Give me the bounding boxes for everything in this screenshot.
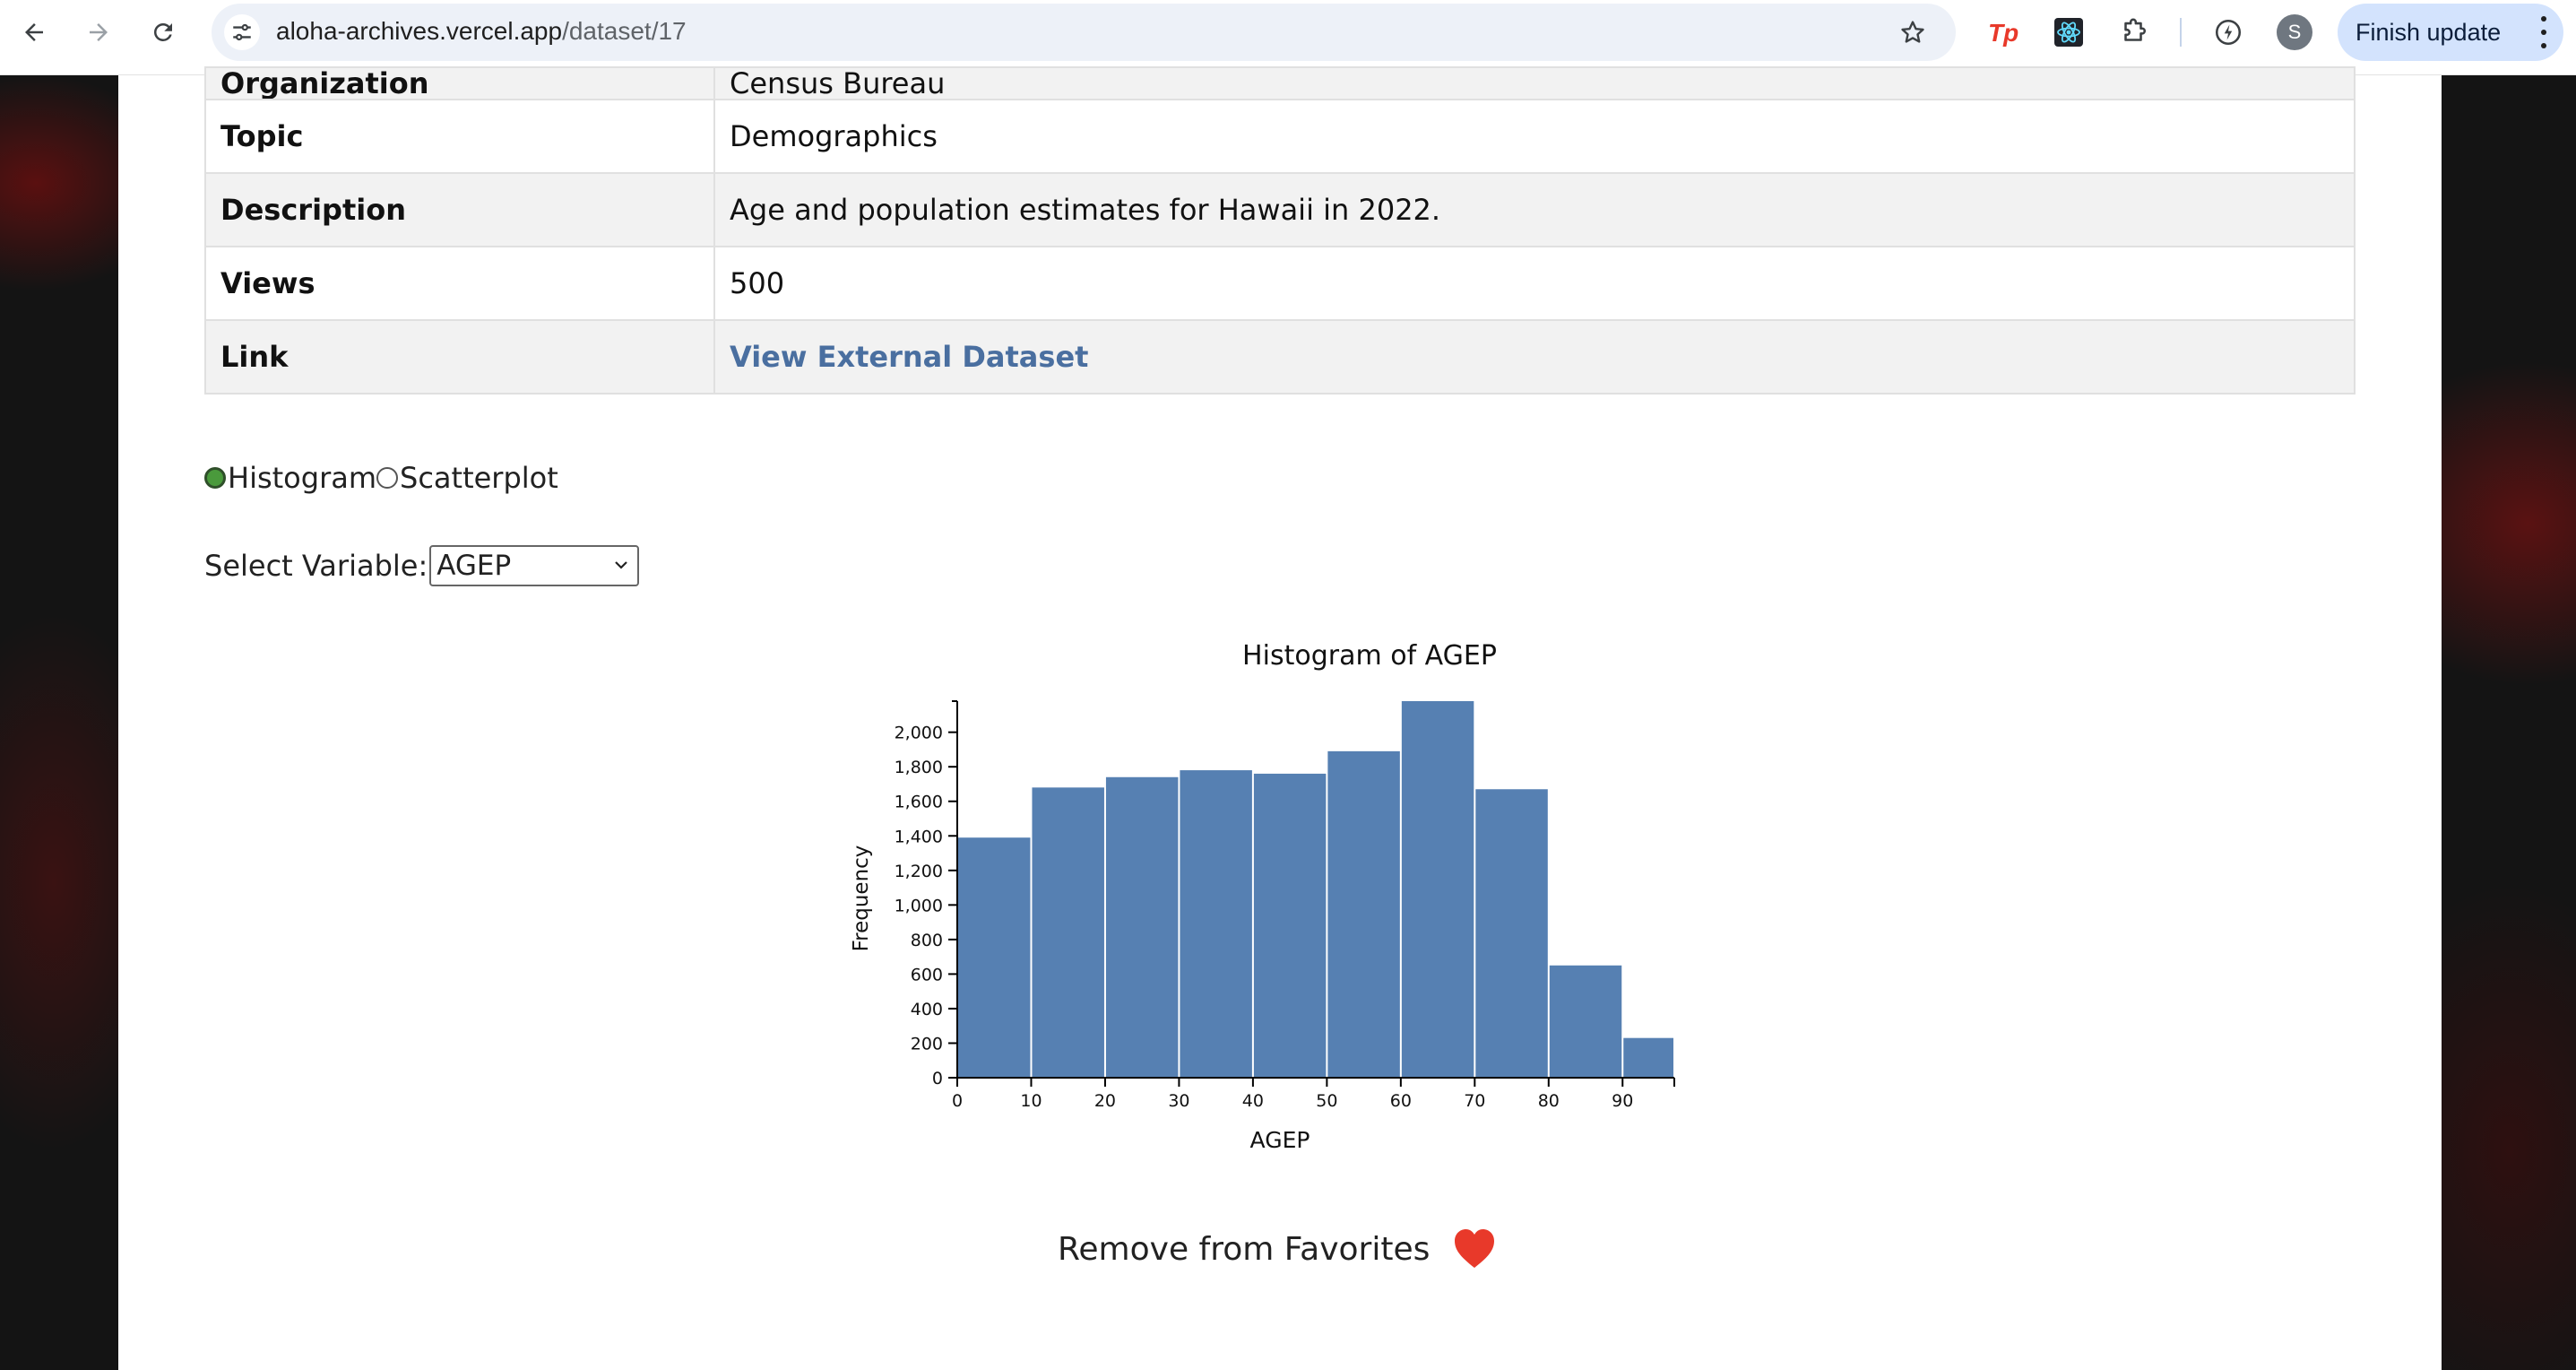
dataset-info-table: Organization Census Bureau Topic Demogra… [204,66,2356,395]
favorites-toggle[interactable]: Remove from Favorites [1058,1228,1496,1270]
bookmark-star-icon[interactable] [1895,14,1931,50]
table-row: Organization Census Bureau [204,66,2356,100]
histogram-bar [1327,750,1400,1078]
x-tick-label: 60 [1390,1091,1412,1111]
histogram-bar [958,837,1031,1078]
react-devtools-icon[interactable] [2049,13,2088,52]
row-key: Link [204,319,715,395]
x-tick-label: 40 [1242,1091,1264,1111]
address-bar[interactable]: aloha-archives.vercel.app/dataset/17 [212,4,1956,61]
external-dataset-link[interactable]: View External Dataset [730,340,1089,374]
y-tick-label: 1,200 [895,862,943,881]
y-tick-label: 2,000 [895,724,943,743]
histogram-bar [1032,787,1104,1078]
x-tick-label: 50 [1316,1091,1337,1111]
row-value: View External Dataset [713,319,2356,395]
back-button[interactable] [14,13,54,52]
y-tick-label: 1,600 [895,793,943,812]
table-row: Topic Demographics [204,99,2356,174]
browser-toolbar: aloha-archives.vercel.app/dataset/17 Tp … [0,0,2576,75]
performance-icon[interactable] [2209,13,2248,52]
histogram-bar [1253,773,1327,1078]
variable-select[interactable]: AGEP [429,545,640,586]
variable-select-value: AGEP [437,550,512,582]
x-tick-label: 30 [1168,1091,1189,1111]
row-value: 500 [713,246,2356,321]
scatterplot-radio-label[interactable]: Scatterplot [400,461,558,495]
y-tick-label: 1,800 [895,758,943,777]
histogram-radio-label[interactable]: Histogram [228,461,376,495]
chart-type-radio-group: Histogram Scatterplot [204,461,558,495]
histogram-bar [1623,1037,1673,1078]
histogram-bar [1180,770,1252,1078]
x-axis-label: AGEP [1250,1127,1310,1153]
x-tick-label: 10 [1020,1091,1042,1111]
finish-update-button[interactable]: Finish update [2338,4,2563,61]
histogram-bar [1549,965,1622,1078]
chevron-down-icon [615,561,628,569]
heart-icon[interactable] [1453,1228,1496,1270]
tp-extension-icon[interactable]: Tp [1983,13,2022,52]
histogram-radio[interactable] [204,467,226,489]
y-axis-label: Frequency [850,845,873,952]
table-row: Views 500 [204,246,2356,321]
variable-select-row: Select Variable: AGEP [204,545,640,586]
svg-text:Tp: Tp [1988,19,2018,47]
x-tick-label: 80 [1538,1091,1560,1111]
row-key: Organization [204,66,715,100]
x-tick-label: 90 [1612,1091,1633,1111]
histogram-bar [1475,789,1548,1078]
y-tick-label: 200 [911,1034,943,1054]
back-arrow-icon [25,23,43,41]
forward-arrow-icon [90,23,108,41]
y-tick-label: 400 [911,1000,943,1019]
dataset-content: Organization Census Bureau Topic Demogra… [118,66,2442,1370]
row-value: Age and population estimates for Hawaii … [713,172,2356,247]
x-tick-label: 20 [1094,1091,1116,1111]
select-variable-label: Select Variable: [204,549,428,583]
site-info-icon[interactable] [224,14,260,50]
row-value: Census Bureau [713,66,2356,100]
row-key: Views [204,246,715,321]
x-tick-label: 70 [1464,1091,1485,1111]
histogram-bar [1105,776,1179,1078]
forward-button[interactable] [79,13,118,52]
histogram-bar [1401,701,1474,1078]
x-tick-label: 0 [952,1091,963,1111]
url-text: aloha-archives.vercel.app/dataset/17 [276,17,687,45]
table-row: Description Age and population estimates… [204,172,2356,247]
chart-title: Histogram of AGEP [1242,640,1497,672]
y-tick-label: 1,400 [895,827,943,846]
toolbar-divider [2180,18,2182,47]
y-tick-label: 0 [932,1069,943,1088]
y-tick-label: 800 [911,931,943,950]
more-menu-icon[interactable] [2540,16,2547,48]
y-tick-label: 1,000 [895,896,943,915]
row-key: Topic [204,99,715,174]
puzzle-extensions-icon[interactable] [2114,13,2153,52]
y-tick-label: 600 [911,965,943,984]
table-row: Link View External Dataset [204,319,2356,395]
row-key: Description [204,172,715,247]
row-value: Demographics [713,99,2356,174]
scatterplot-radio[interactable] [376,467,398,489]
finish-update-label: Finish update [2356,18,2502,46]
profile-avatar[interactable]: S [2277,14,2312,50]
remove-favorites-label[interactable]: Remove from Favorites [1058,1230,1431,1268]
